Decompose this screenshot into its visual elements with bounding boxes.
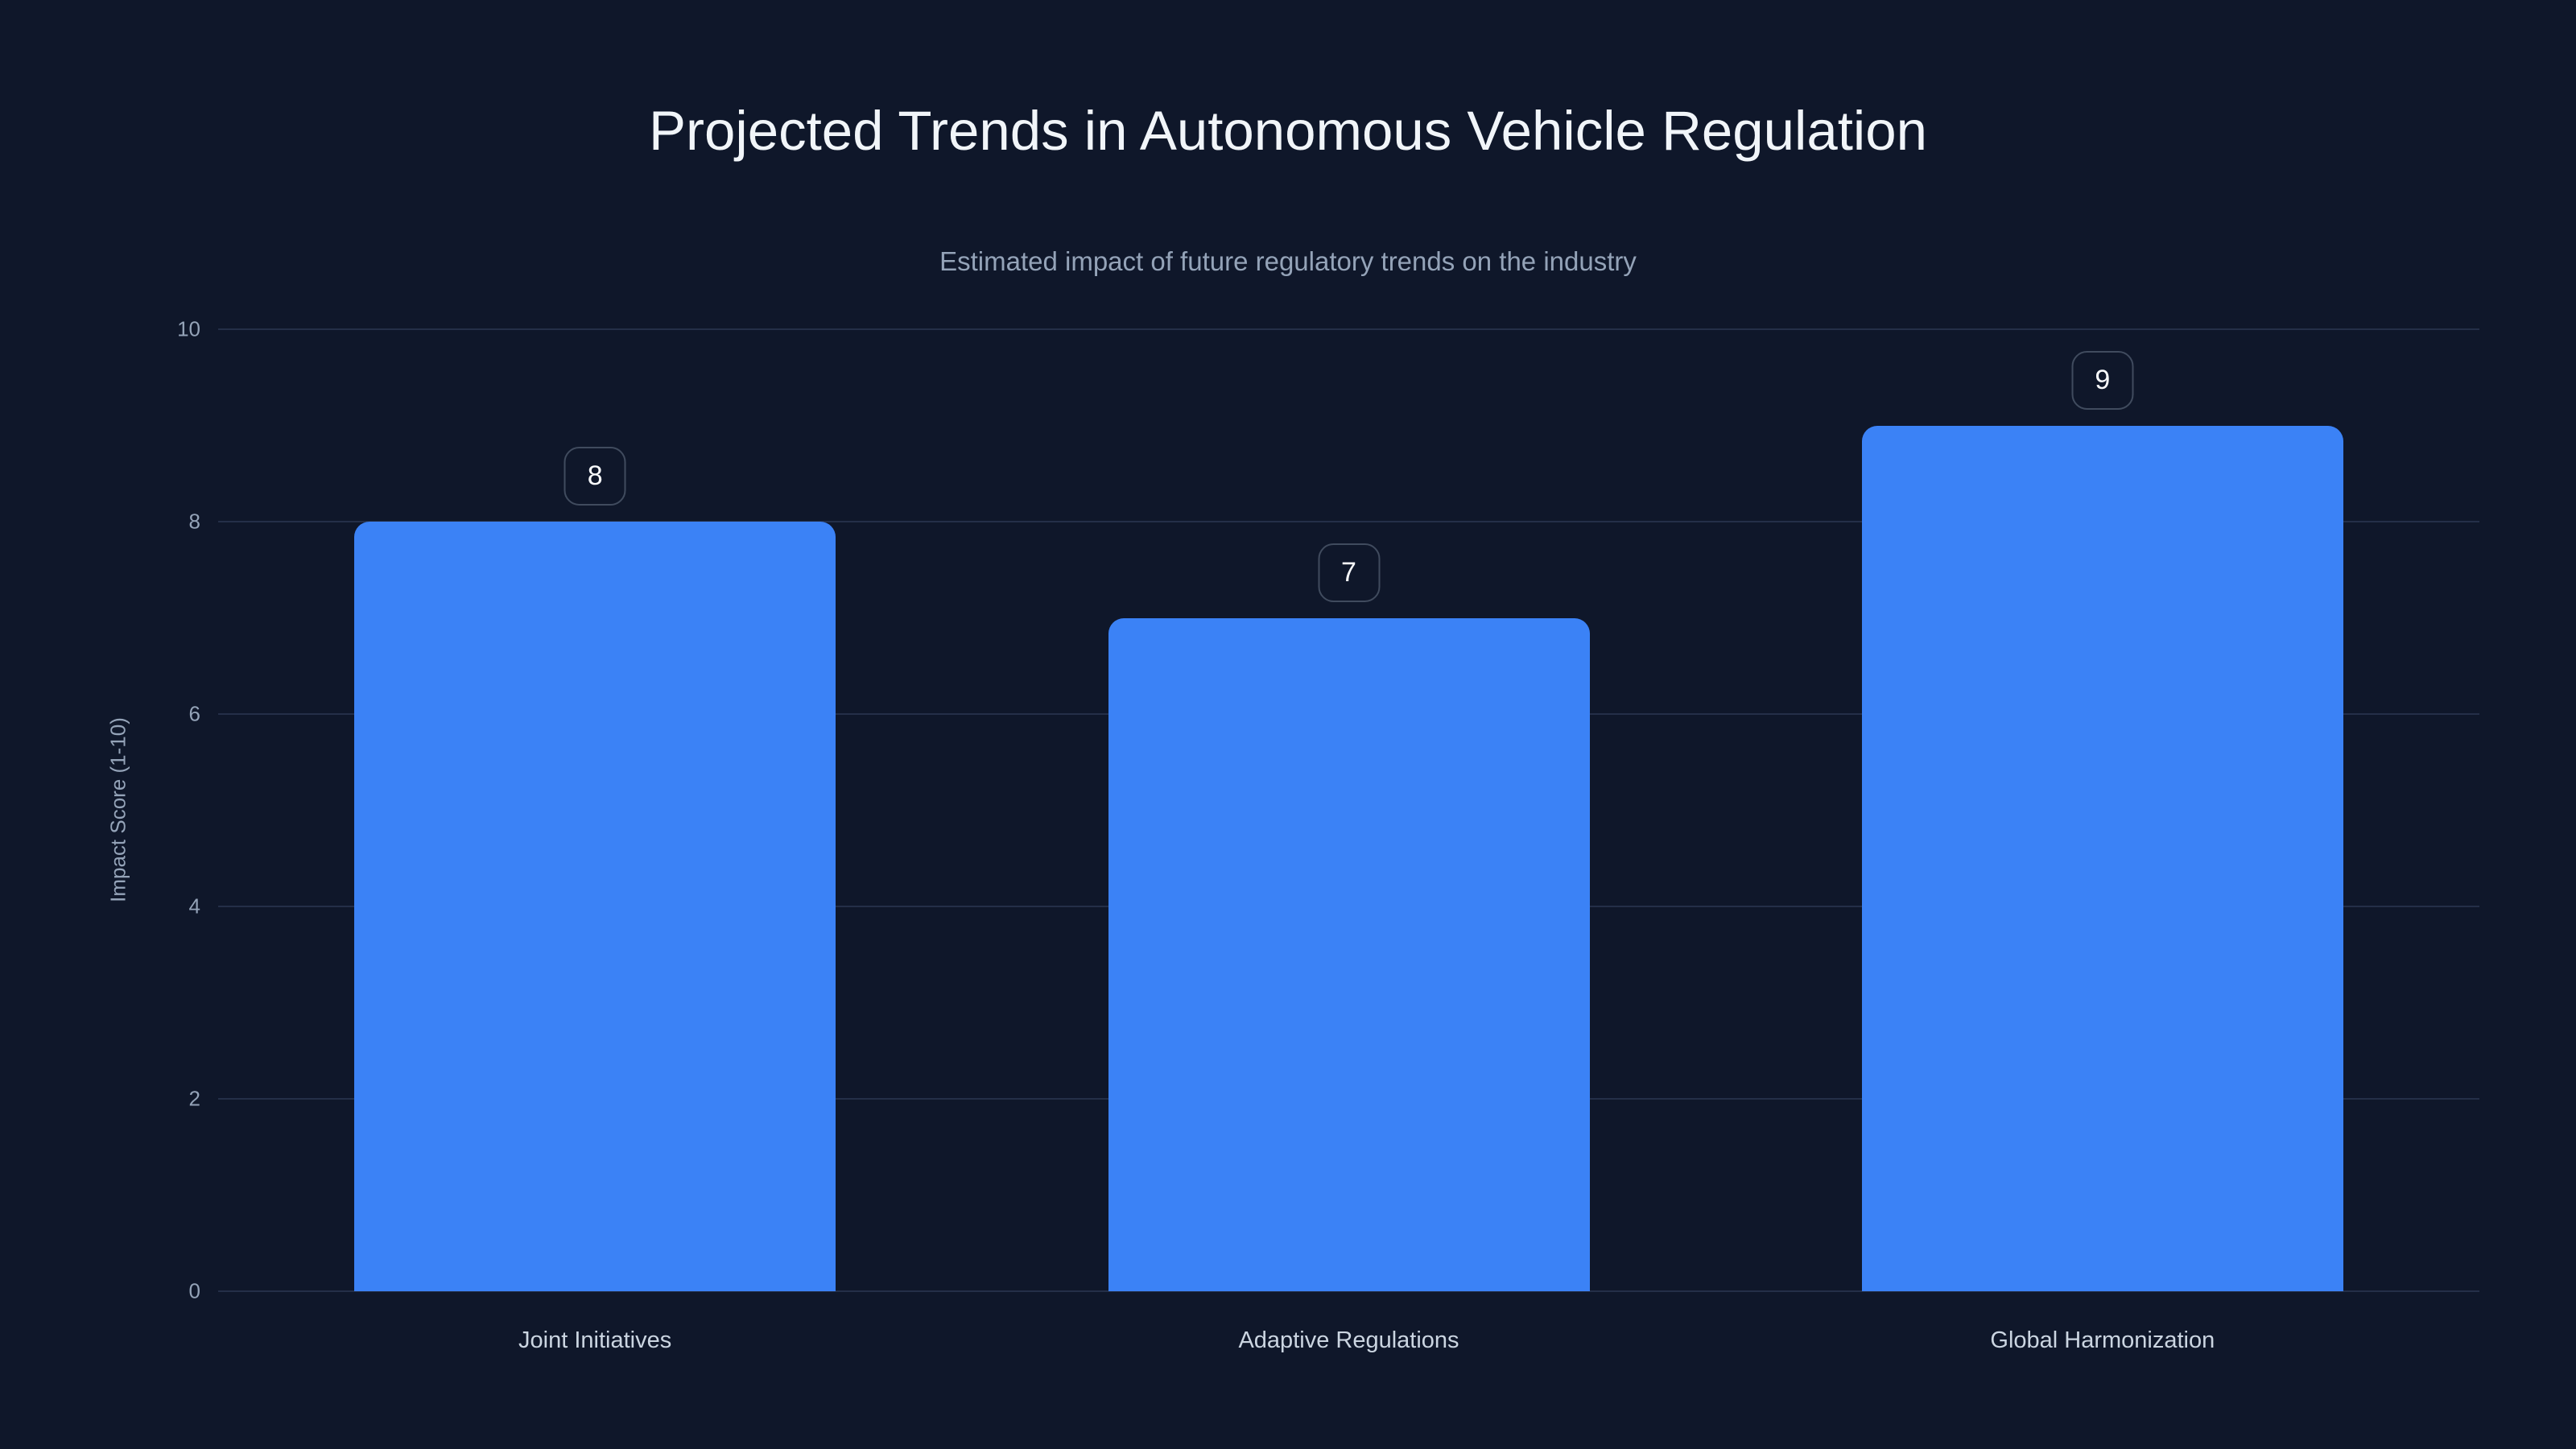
chart-title: Projected Trends in Autonomous Vehicle R…: [648, 100, 1927, 162]
y-tick-label-2: 2: [188, 1086, 200, 1111]
y-tick-label-6: 6: [188, 701, 200, 726]
x-category-label-1: Adaptive Regulations: [1238, 1327, 1459, 1353]
y-tick-label-0: 0: [188, 1278, 200, 1303]
chart-subtitle: Estimated impact of future regulatory tr…: [939, 246, 1637, 276]
y-tick-label-4: 4: [188, 894, 200, 919]
y-axis-title: Impact Score (1-10): [105, 717, 130, 902]
y-tick-label-10: 10: [177, 316, 200, 341]
x-category-label-2: Global Harmonization: [1990, 1327, 2215, 1353]
gridline-y-8: [218, 521, 2479, 522]
bar-2[interactable]: [1861, 425, 2343, 1291]
value-badge-2: 9: [2071, 350, 2134, 410]
value-badge-0: 8: [564, 447, 626, 506]
y-tick-label-8: 8: [188, 509, 200, 534]
x-category-label-0: Joint Initiatives: [518, 1327, 672, 1353]
value-badge-1: 7: [1318, 543, 1380, 602]
gridline-y-10: [218, 328, 2479, 330]
gridline-y-0: [218, 1290, 2479, 1292]
plot-area: 0 2 4 6 8 10 8 Joint Initiatives 7 Adaptive Regul…: [177, 317, 2479, 1353]
bar-1[interactable]: [1108, 617, 1590, 1291]
bar-0[interactable]: [354, 522, 836, 1291]
